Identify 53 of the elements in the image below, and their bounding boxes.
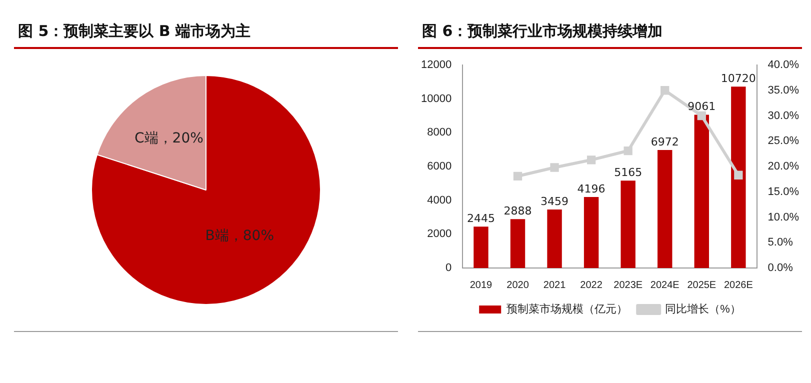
bar xyxy=(584,197,599,268)
y-tick-label: 0 xyxy=(445,262,452,274)
y2-tick-label: 35.0% xyxy=(768,84,800,96)
y-tick-label: 6000 xyxy=(427,160,452,173)
y-tick-label: 2000 xyxy=(427,228,452,240)
x-tick-label: 2022 xyxy=(580,280,603,291)
y-tick-label: 12000 xyxy=(420,59,452,72)
x-tick-label: 2020 xyxy=(506,280,530,291)
y2-tick-label: 40.0% xyxy=(768,59,800,72)
data-label: 2445 xyxy=(466,212,495,225)
data-label: 9061 xyxy=(688,100,716,114)
y2-tick-label: 15.0% xyxy=(768,186,800,198)
y2-tick-label: 5.0% xyxy=(768,236,794,249)
data-label: 5165 xyxy=(614,166,642,179)
x-tick-label: 2024E xyxy=(650,280,680,291)
data-label: 10720 xyxy=(720,72,756,86)
slice-label: B端，80% xyxy=(205,228,274,244)
x-tick-label: 2019 xyxy=(470,280,493,291)
point xyxy=(550,163,559,172)
y2-tick-label: 10.0% xyxy=(768,211,800,224)
y2-tick-label: 0.0% xyxy=(768,262,794,274)
y2-tick-label: 30.0% xyxy=(768,110,800,122)
point xyxy=(697,111,706,120)
x-tick-label: 2025E xyxy=(687,280,716,291)
bar xyxy=(658,150,672,268)
y2-tick-label: 20.0% xyxy=(768,160,800,173)
point xyxy=(734,170,743,180)
y-tick-label: 10000 xyxy=(420,92,452,105)
point xyxy=(586,156,596,164)
bar xyxy=(510,219,526,268)
x-tick-label: 2023E xyxy=(614,280,643,291)
data-label: 6972 xyxy=(650,135,679,148)
data-label: 2888 xyxy=(504,204,532,218)
point xyxy=(660,86,670,95)
x-tick-label: 2021 xyxy=(543,280,566,291)
slice-label: C端，20% xyxy=(134,130,204,147)
bar xyxy=(694,114,709,268)
y2-tick-label: 25.0% xyxy=(768,135,800,148)
data-label: 4196 xyxy=(577,182,606,196)
chart-title: 图 5：预制菜主要以 B 端市场为主 xyxy=(14,22,398,49)
bar xyxy=(731,86,746,268)
data-label: 3459 xyxy=(540,194,569,208)
bar xyxy=(474,226,488,268)
y-tick-label: 8000 xyxy=(427,126,452,139)
bar xyxy=(547,209,562,268)
point xyxy=(624,146,632,156)
point xyxy=(513,172,522,180)
legend-label: 预制菜市场规模（亿元） xyxy=(506,302,628,316)
bar xyxy=(620,180,636,268)
legend-label: 同比增长（%） xyxy=(665,302,741,316)
chart-title: 图 6：预制菜行业市场规模持续增加 xyxy=(418,22,802,49)
x-tick-label: 2026E xyxy=(724,280,754,291)
y-tick-label: 4000 xyxy=(427,194,452,206)
